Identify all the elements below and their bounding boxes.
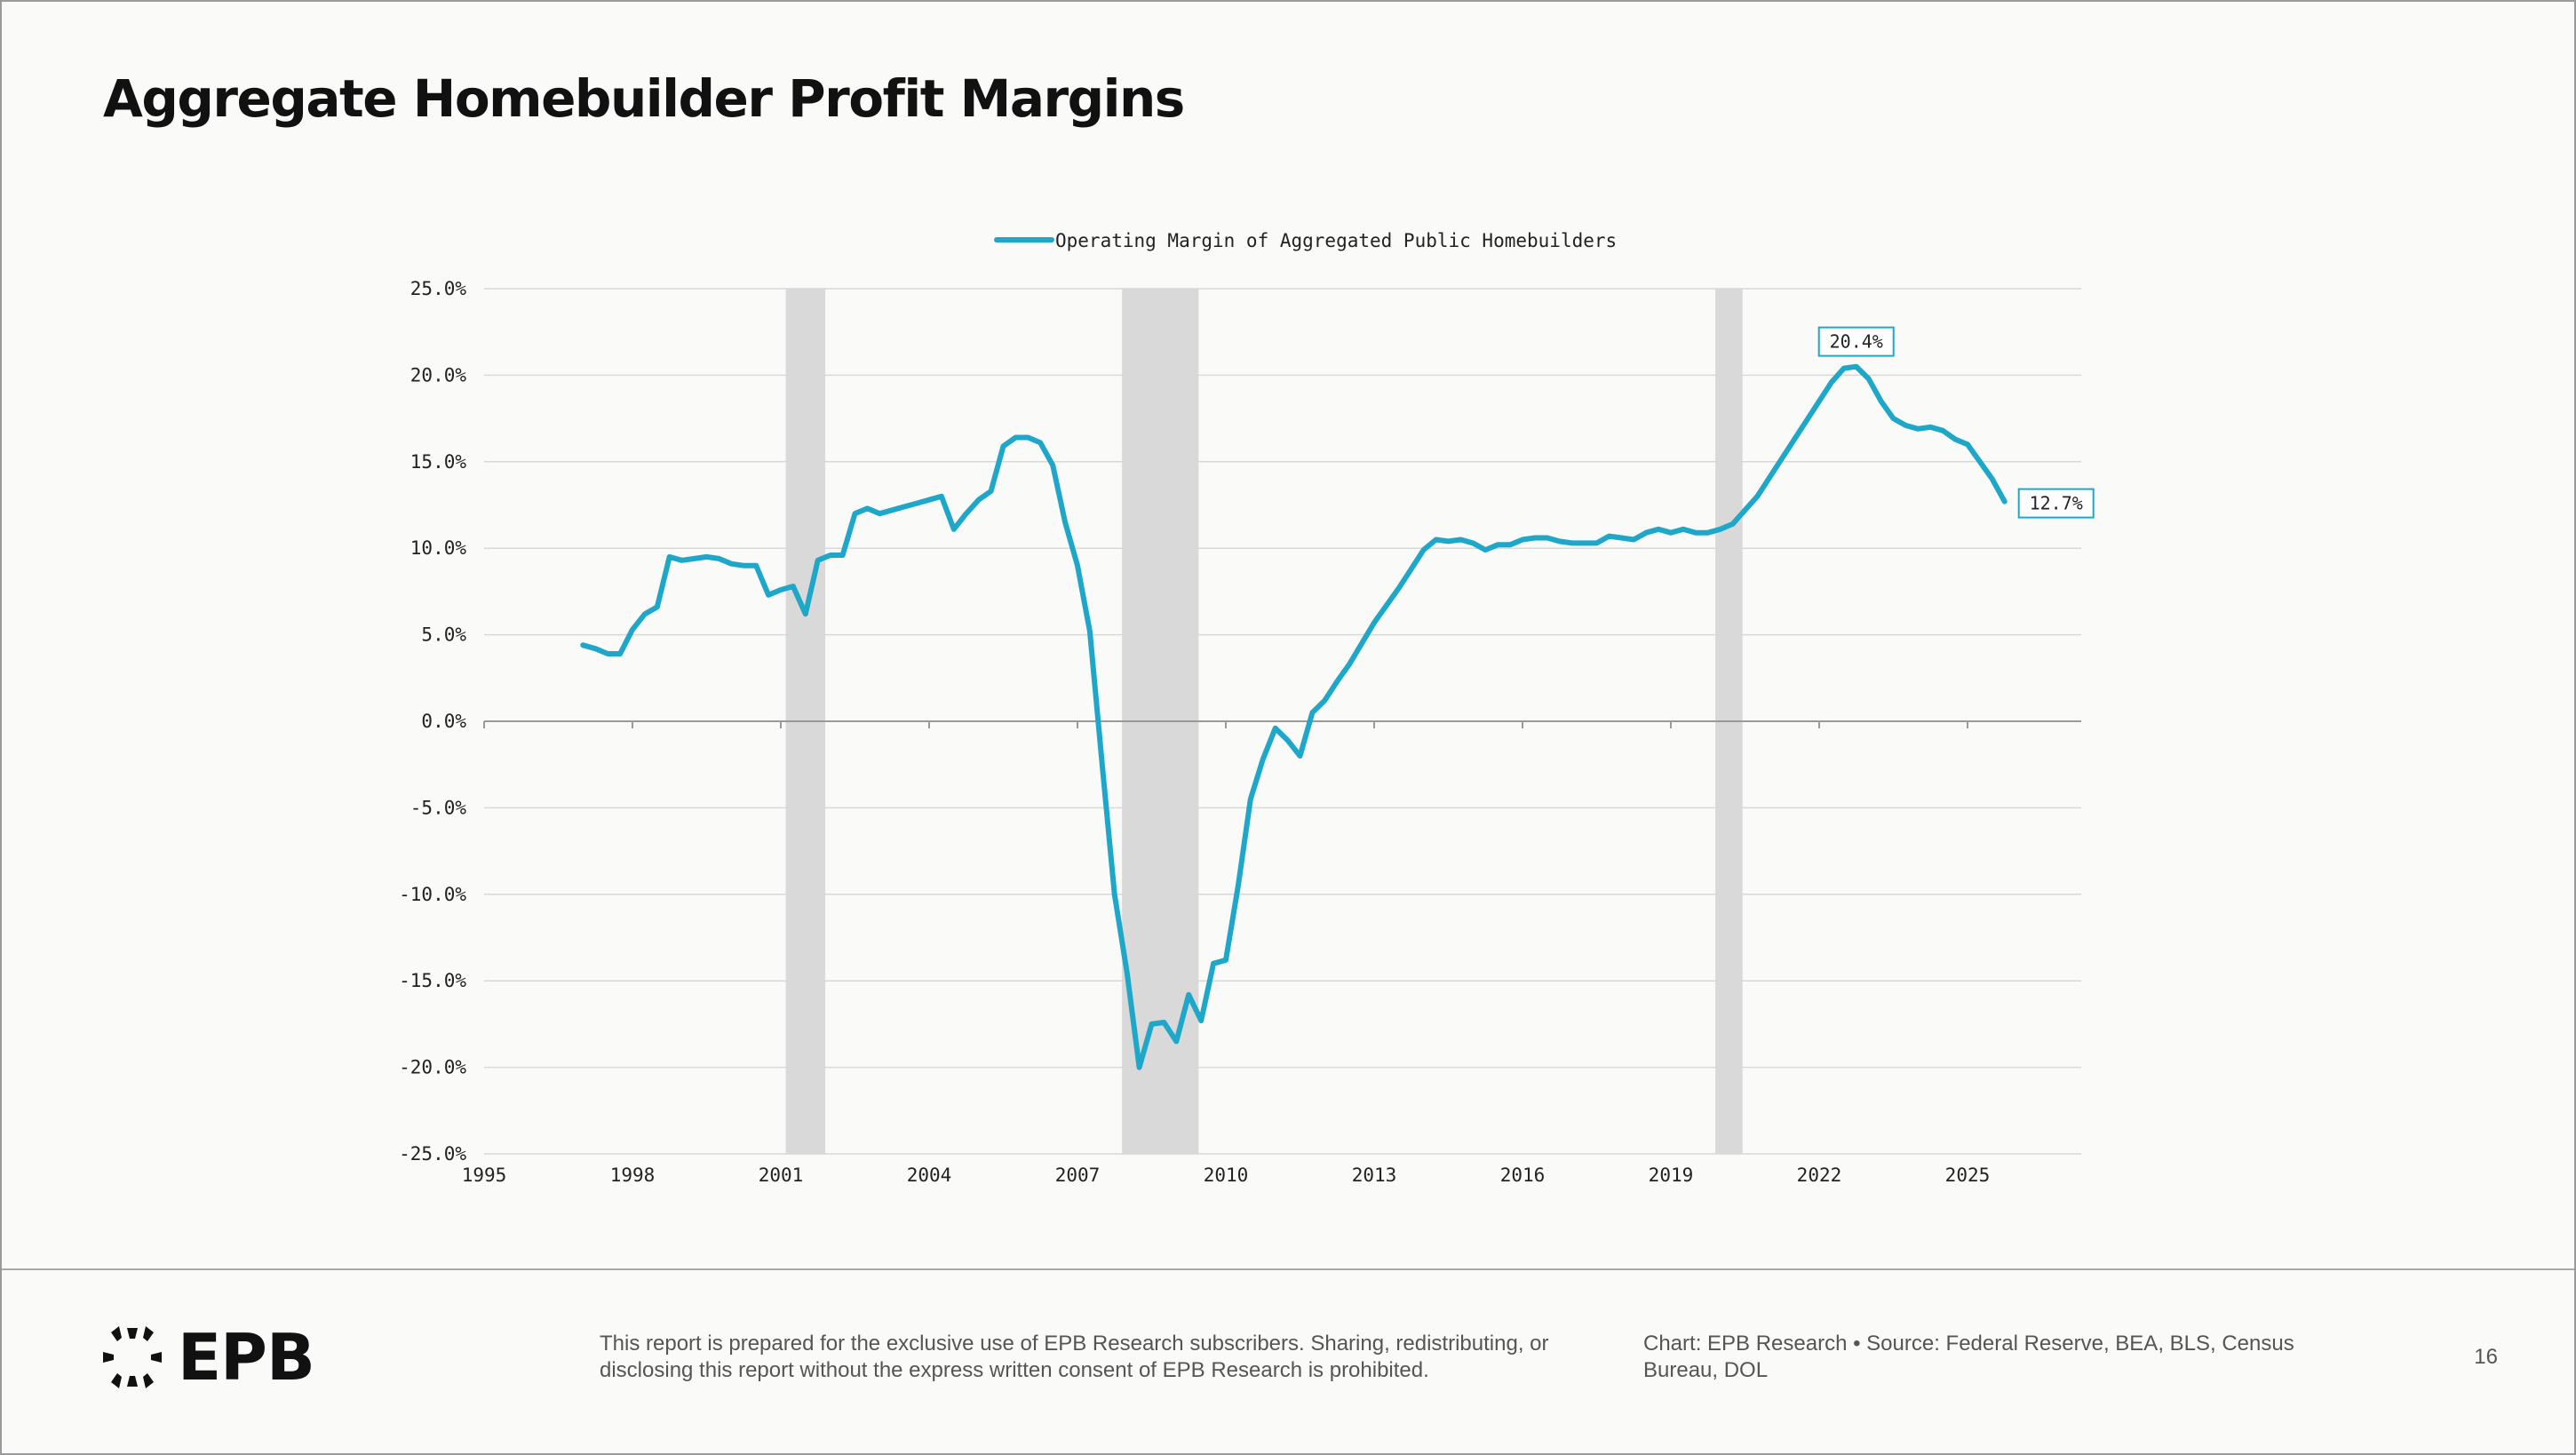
- footer-source: Chart: EPB Research • Source: Federal Re…: [1643, 1332, 2294, 1382]
- x-tick-label: 2022: [1797, 1165, 1842, 1186]
- y-tick-label: 25.0%: [410, 278, 467, 299]
- annotation-callout: 12.7%: [2017, 488, 2095, 519]
- footer-disclaimer: This report is prepared for the exclusiv…: [600, 1332, 1549, 1382]
- y-tick-label: -5.0%: [410, 797, 467, 818]
- y-tick-label: -20.0%: [399, 1057, 466, 1078]
- x-tick-label: 1998: [610, 1165, 656, 1186]
- annotations: 20.4% 12.7%: [1817, 326, 2095, 519]
- x-tick-label: 2016: [1500, 1165, 1546, 1186]
- line-chart: 25.0% 20.0% 15.0% 10.0% 5.0% 0.0% -5.0% -10.0% -…: [399, 230, 2095, 1186]
- page-title: Aggregate Homebuilder Profit Margins: [103, 68, 1185, 129]
- gridlines: [484, 288, 2081, 1155]
- annotation-box: [1817, 326, 1895, 357]
- logo-wordmark: EPB: [178, 1320, 315, 1395]
- x-tick-label: 2025: [1945, 1165, 1991, 1186]
- y-tick-label: 15.0%: [410, 451, 467, 473]
- footer-divider: [2, 1268, 2574, 1270]
- epb-logo: EPB: [101, 1320, 315, 1395]
- page-number: 16: [2474, 1345, 2498, 1369]
- epb-logo-icon: [103, 1326, 162, 1388]
- y-tick-label: -25.0%: [399, 1143, 466, 1165]
- x-tick-label: 1995: [462, 1165, 507, 1186]
- x-tick-label: 2007: [1055, 1165, 1101, 1186]
- y-tick-label: 20.0%: [410, 364, 467, 386]
- y-tick-label: 0.0%: [421, 711, 466, 732]
- y-tick-label: -15.0%: [399, 970, 466, 991]
- x-tick-label: 2004: [907, 1165, 952, 1186]
- y-tick-label: 10.0%: [410, 537, 467, 559]
- legend: Operating Margin of Aggregated Public Ho…: [994, 230, 1617, 251]
- x-tick-label: 2010: [1204, 1165, 1249, 1186]
- series: [580, 363, 2008, 1070]
- annotation-callout: 20.4%: [1817, 326, 1895, 357]
- x-tick-label: 2019: [1649, 1165, 1694, 1186]
- series-line: [580, 363, 2008, 1070]
- annotation-box: [2017, 488, 2095, 519]
- x-tick-label: 2001: [759, 1165, 804, 1186]
- legend-label: Operating Margin of Aggregated Public Ho…: [1055, 230, 1617, 251]
- y-tick-label: -10.0%: [399, 884, 466, 905]
- axes: 25.0% 20.0% 15.0% 10.0% 5.0% 0.0% -5.0% -10.0% -…: [399, 278, 1990, 1186]
- annotation-label: 12.7%: [2030, 493, 2083, 514]
- y-tick-label: 5.0%: [421, 624, 466, 646]
- annotation-label: 20.4%: [1830, 331, 1883, 353]
- x-tick-label: 2013: [1352, 1165, 1397, 1186]
